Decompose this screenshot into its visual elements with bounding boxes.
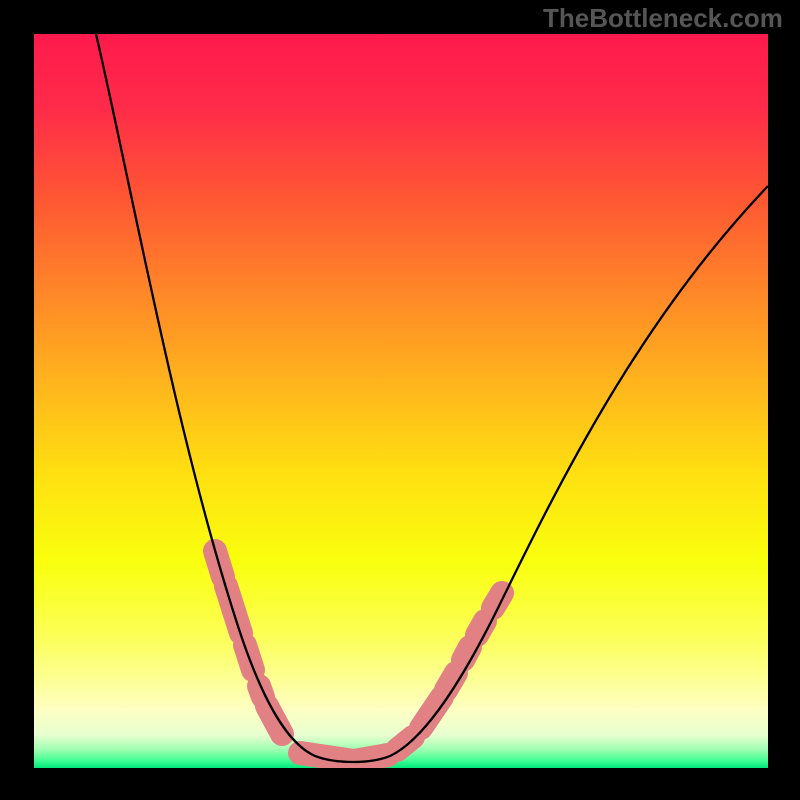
chart-frame: TheBottleneck.com xyxy=(0,0,800,800)
plot-gradient-area xyxy=(34,34,768,768)
watermark-text: TheBottleneck.com xyxy=(543,3,783,34)
